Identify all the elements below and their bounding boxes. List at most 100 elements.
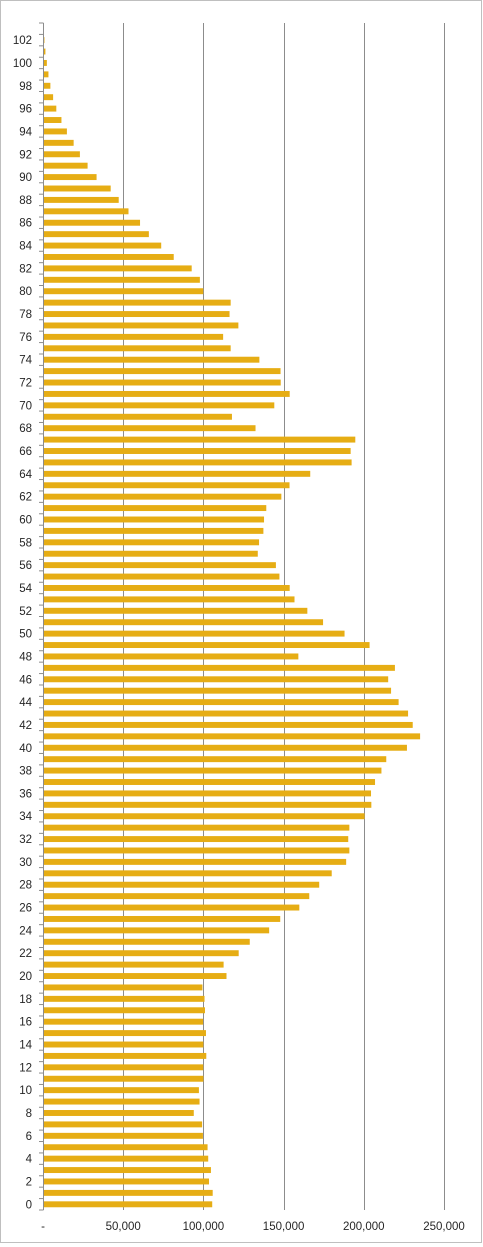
bar-73 — [43, 368, 281, 375]
y-tick-label: 78 — [19, 309, 32, 321]
bar-91 — [43, 162, 88, 169]
bar-56 — [43, 562, 276, 569]
bar-84 — [43, 242, 162, 249]
bar-12 — [43, 1064, 204, 1071]
bar-27 — [43, 893, 310, 900]
y-tick-label: 32 — [19, 834, 32, 846]
bar-21 — [43, 961, 224, 968]
y-tick-label: 40 — [19, 743, 32, 755]
bar-48 — [43, 653, 299, 660]
bar-14 — [43, 1041, 204, 1048]
bar-89 — [43, 185, 111, 192]
y-tick-label: 96 — [19, 104, 32, 116]
bar-46 — [43, 676, 389, 683]
bar-32 — [43, 836, 349, 843]
bar-54 — [43, 585, 290, 591]
bar-77 — [43, 322, 239, 329]
bar-93 — [43, 139, 74, 146]
bar-49 — [43, 642, 370, 649]
bar-68 — [43, 425, 256, 432]
bar-22 — [43, 950, 239, 957]
x-tick-labels: - 50,000 100,000 150,000 200,000 250,000 — [41, 1221, 465, 1233]
y-tick-label: 34 — [19, 811, 32, 823]
y-tick-label: 52 — [19, 606, 32, 618]
bar-28 — [43, 881, 320, 888]
bar-55 — [43, 573, 280, 580]
bar-29 — [43, 870, 332, 877]
y-tick-label: 68 — [19, 423, 32, 435]
bar-25 — [43, 915, 281, 922]
y-tick-label: 38 — [19, 766, 32, 778]
bar-38 — [43, 767, 382, 774]
bar-81 — [43, 276, 200, 283]
x-tick-label: 50,000 — [106, 1221, 141, 1233]
bar-60 — [43, 516, 265, 523]
bar-26 — [43, 904, 300, 911]
y-tick-label: 42 — [19, 720, 32, 732]
bar-69 — [43, 413, 232, 420]
bar-15 — [43, 1030, 206, 1037]
bar-83 — [43, 254, 174, 260]
bar-63 — [43, 482, 290, 489]
y-tick-label: 72 — [19, 378, 32, 390]
bar-99 — [43, 71, 49, 78]
y-tick-label: 28 — [19, 880, 32, 892]
y-tick-label: 22 — [19, 948, 32, 960]
bar-5 — [43, 1144, 208, 1151]
x-tick-label: 200,000 — [343, 1221, 385, 1233]
y-tick-label: 48 — [19, 651, 32, 663]
y-tick-label: 60 — [19, 514, 32, 526]
bar-4 — [43, 1155, 209, 1162]
x-tick-label: 100,000 — [183, 1221, 225, 1233]
bar-61 — [43, 505, 267, 512]
bar-94 — [43, 128, 67, 135]
bar-44 — [43, 699, 399, 706]
bar-67 — [43, 436, 356, 443]
y-tick-label: 86 — [19, 218, 32, 230]
y-tick-label: 14 — [19, 1040, 32, 1052]
bar-57 — [43, 550, 258, 557]
bar-88 — [43, 196, 119, 203]
bar-59 — [43, 527, 264, 534]
y-tick-label: 64 — [19, 469, 32, 481]
y-tick-label: 56 — [19, 560, 32, 572]
y-tick-label: 80 — [19, 286, 32, 298]
bar-23 — [43, 938, 250, 945]
y-tick-label: 0 — [26, 1199, 32, 1211]
bar-33 — [43, 824, 350, 831]
y-tick-label: 6 — [26, 1131, 32, 1143]
bar-92 — [43, 151, 80, 158]
bar-96 — [43, 105, 57, 112]
y-tick-label: 88 — [19, 195, 32, 207]
y-tick-label: 62 — [19, 492, 32, 504]
y-tick-label: 76 — [19, 332, 32, 344]
bar-17 — [43, 1007, 205, 1014]
y-tick-label: 18 — [19, 994, 32, 1006]
bar-74 — [43, 356, 260, 363]
y-tick-label: 74 — [19, 355, 32, 367]
bar-18 — [43, 995, 205, 1002]
bar-9 — [43, 1098, 200, 1105]
bar-95 — [43, 117, 62, 123]
y-tick-label: 84 — [19, 241, 32, 253]
y-tick-label: 94 — [19, 126, 32, 138]
bar-82 — [43, 265, 192, 272]
bar-72 — [43, 379, 281, 386]
y-tick-label: 82 — [19, 263, 32, 275]
bar-76 — [43, 333, 224, 340]
y-tick-label: 4 — [26, 1154, 33, 1166]
bar-24 — [43, 927, 270, 934]
y-tick-label: 50 — [19, 629, 32, 641]
bar-2 — [43, 1178, 210, 1185]
y-tick-label: 102 — [13, 35, 32, 47]
bars — [43, 25, 421, 1208]
y-tick-label: 92 — [19, 149, 32, 161]
y-tick-label: 98 — [19, 81, 32, 93]
bar-13 — [43, 1052, 207, 1059]
bar-79 — [43, 299, 231, 306]
bar-40 — [43, 744, 407, 751]
y-tick-label: 10 — [19, 1085, 32, 1097]
bar-35 — [43, 801, 372, 808]
